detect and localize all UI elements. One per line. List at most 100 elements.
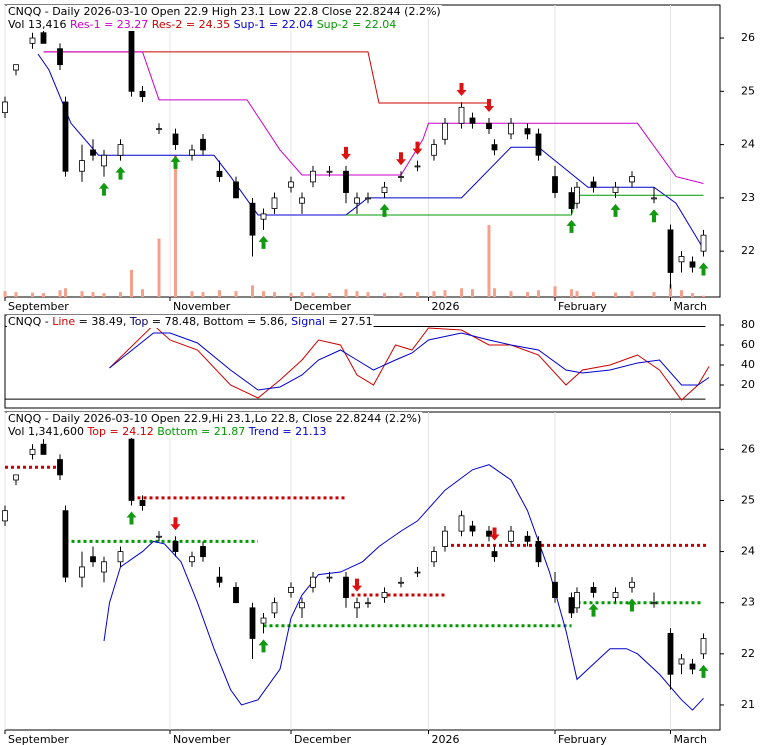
volume-bar <box>526 292 529 297</box>
legend-bg <box>7 412 423 425</box>
y-tick-label: 26 <box>741 31 755 44</box>
volume-bar <box>553 286 557 297</box>
candle-body <box>524 128 531 135</box>
x-tick-label: February <box>558 733 607 745</box>
candle-body <box>233 181 239 199</box>
candle-body <box>414 165 421 168</box>
candle-body <box>2 510 8 522</box>
legend: Vol 1,341,600 Top = 24.12 Bottom = 21.87… <box>8 425 327 438</box>
legend-text: Top = 24.12 <box>86 425 157 438</box>
candle-body <box>139 500 146 506</box>
candle-body <box>117 551 124 563</box>
x-tick-label: December <box>294 733 352 745</box>
candle-body <box>689 663 696 670</box>
candle-body <box>535 133 542 156</box>
candle-body <box>271 602 278 614</box>
candle-body <box>552 581 558 598</box>
sell-arrow <box>484 98 494 112</box>
candle-body <box>117 144 124 156</box>
candle-body <box>200 546 206 558</box>
volume-bar <box>102 293 106 297</box>
y-tick-label: 60 <box>741 338 755 351</box>
legend-text: Res-1 = 23.27 <box>70 18 152 31</box>
candle-body <box>271 197 278 209</box>
candle-body <box>216 576 223 583</box>
candle-body <box>90 556 96 563</box>
volume-bar <box>399 292 403 297</box>
legend-text: Signal <box>291 315 325 328</box>
legend-bg <box>7 18 398 31</box>
volume-bar <box>592 292 595 297</box>
candle-body <box>491 551 498 558</box>
legend-text: = 27.51 <box>325 315 373 328</box>
legend-text: Line <box>52 315 75 328</box>
volume-bar <box>509 291 513 297</box>
candle-body <box>381 186 388 193</box>
volume-bar <box>190 291 194 297</box>
legend-text: = 5.86, <box>243 315 291 328</box>
x-tick-label: February <box>558 300 607 313</box>
candle-body <box>381 592 388 598</box>
legend: CNQQ - Daily 2026-03-10 Open 22.9 High 2… <box>8 5 441 18</box>
volume-bar <box>460 288 463 297</box>
y-tick-label: 25 <box>741 84 755 97</box>
candle-body <box>189 556 195 563</box>
candle-body <box>700 638 707 655</box>
candle-body <box>354 197 360 204</box>
buy-arrow <box>115 166 126 180</box>
volume-bar <box>3 291 7 297</box>
candle-body <box>288 181 294 188</box>
legend-text: = 78.48, <box>148 315 203 328</box>
candle-body <box>62 101 69 172</box>
x-tick-label: September <box>8 300 69 313</box>
candle-body <box>629 176 635 183</box>
legend: CNQQ - Line = 38.49, Top = 78.48, Bottom… <box>8 315 373 328</box>
candle-body <box>40 443 47 455</box>
candle-body <box>326 576 333 579</box>
y-tick-label: 23 <box>741 191 755 204</box>
candle-body <box>508 122 514 135</box>
buy-arrow <box>566 219 577 233</box>
candle-body <box>260 617 267 624</box>
candle-body <box>442 122 448 140</box>
candle-body <box>310 170 316 183</box>
legend-text: CNQQ - Daily 2026-03-10 Open 22.9,Hi 23.… <box>8 412 421 425</box>
volume-bar <box>416 292 419 297</box>
candle-body <box>249 607 256 639</box>
legend-text: CNQQ - <box>8 315 52 328</box>
volume-bar <box>355 291 359 297</box>
volume-bar <box>31 292 34 297</box>
candle-body <box>249 202 256 236</box>
buy-arrow <box>649 209 659 223</box>
candle-body <box>524 535 531 542</box>
candle-body <box>469 117 476 124</box>
candle-body <box>79 160 85 172</box>
legend: Vol 13,416 Res-1 = 23.27 Res-2 = 24.35 S… <box>8 18 396 31</box>
x-tick-label: September <box>8 733 69 745</box>
candle-body <box>260 213 267 220</box>
candle-body <box>508 530 514 542</box>
candle-body <box>491 144 498 151</box>
candle-body <box>128 26 135 92</box>
candle-body <box>667 632 674 675</box>
candle-body <box>431 551 437 563</box>
volume-bar <box>443 290 447 297</box>
buy-arrow <box>170 155 181 169</box>
volume-bar <box>680 290 683 297</box>
indicator-line <box>109 324 710 401</box>
x-tick-label: March <box>674 300 708 313</box>
candle-body <box>442 530 448 547</box>
volume-bar <box>130 269 133 297</box>
x-tick-label: November <box>173 733 231 745</box>
candle-body <box>40 32 47 44</box>
candle-body <box>365 602 371 605</box>
y-tick-label: 26 <box>741 442 755 455</box>
candle-body <box>458 106 465 124</box>
y-tick-label: 80 <box>741 318 755 331</box>
sell-arrow <box>396 152 406 166</box>
legend-text: CNQQ - Daily 2026-03-10 Open 22.9 High 2… <box>8 5 441 18</box>
x-tick-label: December <box>294 300 352 313</box>
volume-bar <box>669 284 672 297</box>
candle-body <box>678 658 685 665</box>
panel-frame <box>4 411 721 731</box>
